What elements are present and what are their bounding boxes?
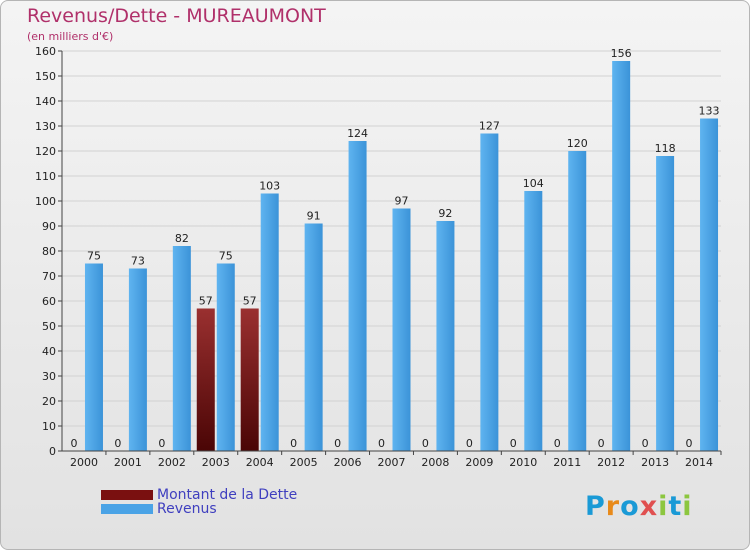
axes: 0 10 20 30 40 50 60 70 80 90 100 110 120 130 140 150 160…: [35, 45, 722, 469]
label-revenus-2001: 73: [131, 255, 145, 268]
bar-revenus-2008: [436, 221, 455, 451]
bars: [84, 61, 719, 451]
y-tick-label: 10: [42, 420, 56, 433]
label-revenus-2008: 92: [438, 207, 452, 220]
y-tick-label: 20: [42, 395, 56, 408]
bar-revenus-2006: [348, 141, 367, 451]
bar-revenus-2003: [216, 263, 235, 451]
data-labels: 0 75 0 73 0 82 57 75 57 103 0 91 0 124 0 97 0 92 0 127 0 104 0…: [70, 47, 719, 450]
label-revenus-2005: 91: [307, 210, 321, 223]
y-tick-label: 150: [35, 70, 56, 83]
bar-dette-2003: [196, 308, 215, 451]
x-tick-label-2009: 2009: [465, 456, 493, 469]
x-tick-label-2014: 2014: [685, 456, 713, 469]
logo-letter: r: [605, 491, 621, 522]
y-tick-label: 140: [35, 95, 56, 108]
x-tick-label-2007: 2007: [378, 456, 406, 469]
x-tick-label-2012: 2012: [597, 456, 625, 469]
chart-subtitle: (en milliers d'€): [27, 30, 114, 43]
label-revenus-2002: 82: [175, 232, 189, 245]
bar-revenus-2002: [172, 246, 191, 451]
legend-label-revenus: Revenus: [157, 501, 217, 517]
y-tick-label: 160: [35, 45, 56, 58]
x-tick-label-2013: 2013: [641, 456, 669, 469]
bar-dette-2004: [240, 308, 259, 451]
label-revenus-2012: 156: [611, 47, 632, 60]
bar-revenus-2011: [568, 151, 587, 451]
y-tick-label: 50: [42, 320, 56, 333]
bar-revenus-2009: [480, 133, 499, 451]
label-revenus-2014: 133: [699, 105, 720, 118]
label-dette-2001: 0: [114, 437, 121, 450]
label-revenus-2013: 118: [655, 142, 676, 155]
legend-label-dette: Montant de la Dette: [157, 487, 298, 503]
bar-revenus-2000: [84, 263, 103, 451]
x-tick-label-2005: 2005: [290, 456, 318, 469]
bar-revenus-2004: [260, 193, 279, 451]
logo-letter: i: [658, 491, 669, 522]
x-tick-label-2010: 2010: [509, 456, 537, 469]
label-dette-2008: 0: [422, 437, 429, 450]
y-tick-label: 100: [35, 195, 56, 208]
label-revenus-2006: 124: [347, 127, 368, 140]
y-tick-label: 110: [35, 170, 56, 183]
y-tick-label: 70: [42, 270, 56, 283]
bar-revenus-2005: [304, 223, 323, 451]
y-tick-label: 60: [42, 295, 56, 308]
bar-revenus-2012: [612, 61, 631, 451]
legend-swatch-revenus: [101, 504, 153, 514]
label-dette-2006: 0: [334, 437, 341, 450]
x-tick-label-2011: 2011: [553, 456, 581, 469]
logo-letter: x: [639, 491, 659, 522]
label-revenus-2003: 75: [219, 250, 233, 263]
label-revenus-2007: 97: [395, 195, 409, 208]
bar-revenus-2014: [700, 118, 719, 451]
chart-title: Revenus/Dette - MUREAUMONT: [27, 5, 326, 27]
logo-letter: o: [620, 491, 640, 522]
label-dette-2002: 0: [158, 437, 165, 450]
x-tick-label-2000: 2000: [70, 456, 98, 469]
logo-letter: t: [668, 491, 683, 522]
x-tick-label-2003: 2003: [202, 456, 230, 469]
y-tick-label: 80: [42, 245, 56, 258]
y-tick-label: 130: [35, 120, 56, 133]
label-dette-2009: 0: [466, 437, 473, 450]
bar-revenus-2007: [392, 208, 411, 451]
grid-lines: [62, 50, 721, 427]
logo-letter: i: [682, 491, 693, 522]
y-tick-label: 40: [42, 345, 56, 358]
label-revenus-2000: 75: [87, 250, 101, 263]
label-dette-2011: 0: [554, 437, 561, 450]
label-dette-2003: 57: [199, 295, 213, 308]
x-tick-label-2006: 2006: [334, 456, 362, 469]
label-dette-2014: 0: [686, 437, 693, 450]
label-revenus-2009: 127: [479, 120, 500, 133]
proxiti-logo: Proxiti: [585, 491, 693, 522]
label-dette-2013: 0: [642, 437, 649, 450]
bar-revenus-2013: [656, 156, 675, 451]
x-tick-label-2001: 2001: [114, 456, 142, 469]
x-tick-label-2002: 2002: [158, 456, 186, 469]
label-revenus-2010: 104: [523, 177, 544, 190]
label-revenus-2004: 103: [259, 180, 280, 193]
y-tick-label: 90: [42, 220, 56, 233]
label-dette-2005: 0: [290, 437, 297, 450]
label-revenus-2011: 120: [567, 137, 588, 150]
legend-swatch-dette: [101, 490, 153, 500]
label-dette-2004: 57: [243, 295, 257, 308]
label-dette-2000: 0: [70, 437, 77, 450]
logo-letter: P: [585, 491, 606, 522]
y-tick-label: 30: [42, 370, 56, 383]
label-dette-2010: 0: [510, 437, 517, 450]
y-tick-label: 0: [49, 445, 56, 458]
bar-revenus-2001: [128, 268, 147, 451]
label-dette-2012: 0: [598, 437, 605, 450]
bar-revenus-2010: [524, 191, 543, 451]
x-tick-label-2004: 2004: [246, 456, 274, 469]
y-tick-label: 120: [35, 145, 56, 158]
label-dette-2007: 0: [378, 437, 385, 450]
x-tick-label-2008: 2008: [421, 456, 449, 469]
